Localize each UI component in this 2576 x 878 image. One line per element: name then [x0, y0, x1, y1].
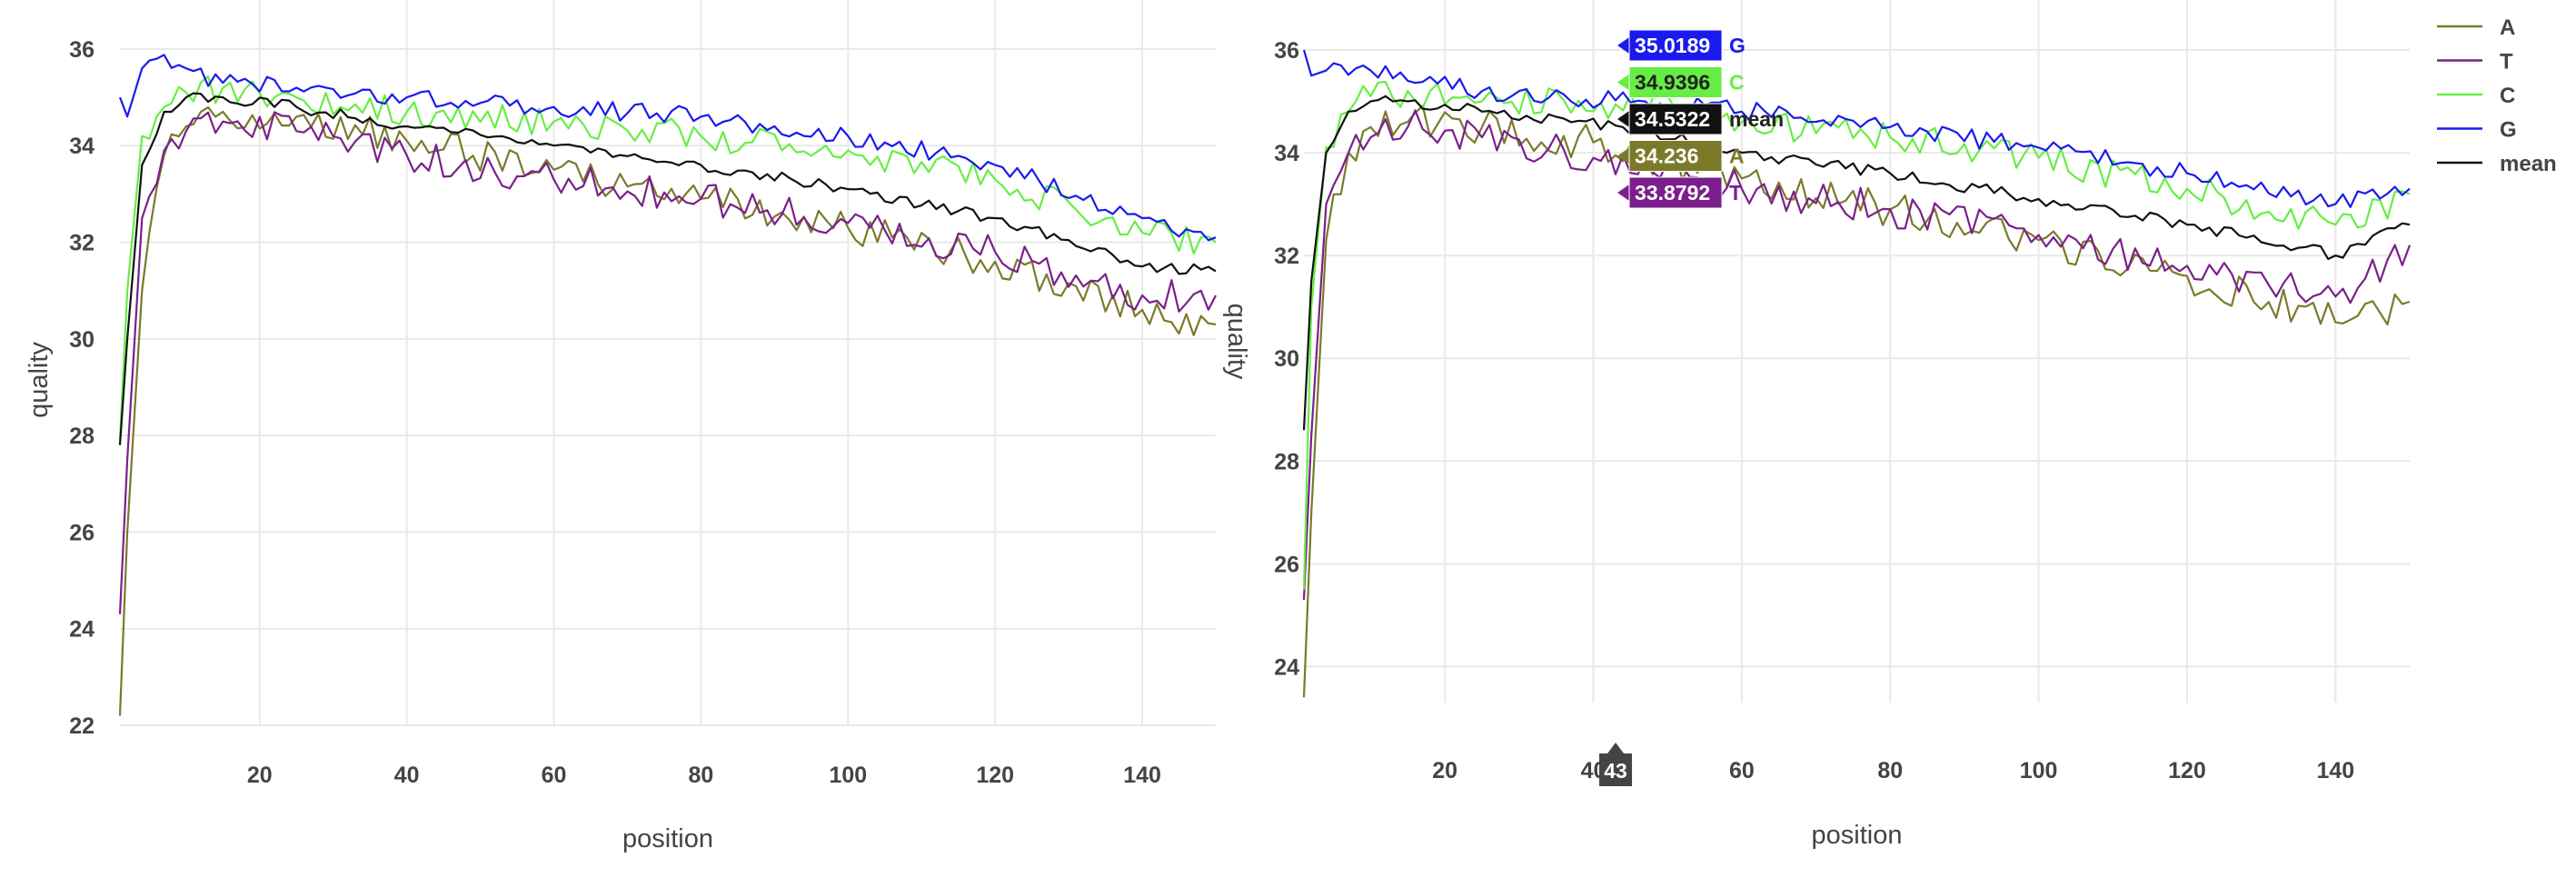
- hover-value-mean: 34.5322: [1635, 107, 1710, 131]
- hover-pointer: [1617, 74, 1630, 91]
- legend-label: C: [2500, 84, 2515, 108]
- legend-item-mean[interactable]: mean: [2437, 152, 2557, 176]
- y-tick-label: 34: [1274, 141, 1299, 166]
- y-tick-label: 36: [69, 37, 94, 63]
- series-line-mean[interactable]: [1302, 95, 2411, 431]
- hover-series-name-C: C: [1729, 71, 1745, 95]
- legend-label: A: [2500, 15, 2515, 40]
- x-tick-label: 120: [976, 763, 1014, 788]
- hover-pointer: [1617, 185, 1630, 201]
- x-tick-label: 20: [247, 763, 273, 788]
- legend-item-C[interactable]: C: [2437, 84, 2515, 108]
- y-tick-label: 24: [1274, 654, 1299, 680]
- y-tick-label: 30: [1274, 346, 1299, 372]
- left-chart-panel: 20 40 60 80 100 120 140 22 24 26 28 30 32 34 36 positio…: [25, 0, 1217, 853]
- x-tick-label: 140: [1123, 763, 1161, 788]
- hover-box-mean: [1628, 103, 1723, 135]
- hover-x-label: 43: [1604, 759, 1627, 783]
- legend-item-G[interactable]: G: [2437, 118, 2517, 143]
- x-tick-label: 100: [2020, 758, 2058, 783]
- series-line-T[interactable]: [1302, 109, 2412, 600]
- y-tick-label: 28: [1274, 449, 1299, 474]
- hover-series-name-mean: mean: [1729, 107, 1784, 131]
- hover-value-G: 35.0189: [1635, 34, 1710, 57]
- hover-box-T: [1628, 176, 1723, 209]
- series-line-A[interactable]: [1302, 105, 2411, 698]
- y-tick-label: 34: [69, 134, 94, 159]
- x-tick-label: 120: [2168, 758, 2206, 783]
- y-tick-label: 28: [69, 424, 94, 449]
- x-axis-title: position: [622, 824, 713, 853]
- legend-label: G: [2500, 118, 2517, 143]
- y-axis-title: quality: [25, 342, 54, 418]
- x-tick-label: 80: [689, 763, 714, 788]
- hover-box-G: [1628, 29, 1723, 62]
- hover-series-name-T: T: [1729, 181, 1742, 205]
- hover-x-pointer: [1607, 743, 1625, 753]
- y-tick-label: 26: [69, 520, 94, 545]
- x-tick-label: 60: [1729, 758, 1755, 783]
- x-tick-label: 140: [2316, 758, 2354, 783]
- series-line-C[interactable]: [118, 75, 1217, 441]
- x-tick-label: 80: [1877, 758, 1903, 783]
- y-tick-label: 22: [69, 713, 94, 739]
- y-tick-label: 32: [1274, 244, 1299, 269]
- x-tick-label: 100: [829, 763, 867, 788]
- series-line-G[interactable]: [118, 54, 1217, 242]
- y-tick-label: 24: [69, 617, 94, 643]
- y-tick-label: 26: [1274, 552, 1299, 577]
- y-tick-label: 32: [69, 231, 94, 256]
- series-line-C[interactable]: [1302, 80, 2411, 590]
- hover-pointer: [1617, 37, 1630, 54]
- y-tick-label: 30: [69, 327, 94, 353]
- hover-pointer: [1617, 147, 1630, 165]
- hover-value-A: 34.236: [1635, 145, 1698, 168]
- legend-label: mean: [2500, 152, 2557, 176]
- x-tick-label: 60: [542, 763, 567, 788]
- hover-box-A: [1628, 140, 1723, 172]
- hover-x-box: [1599, 753, 1633, 786]
- legend-label: T: [2500, 50, 2513, 75]
- hover-value-C: 34.9396: [1635, 71, 1710, 95]
- x-tick-label: 40: [394, 763, 420, 788]
- hover-box-C: [1628, 66, 1723, 98]
- hover-series-name-G: G: [1729, 34, 1746, 57]
- series-line-G[interactable]: [1302, 49, 2411, 208]
- hover-pointer: [1617, 111, 1630, 127]
- hover-value-T: 33.8792: [1635, 181, 1710, 205]
- series-line-T[interactable]: [118, 111, 1217, 614]
- y-tick-label: 36: [1274, 38, 1299, 64]
- legend-item-T[interactable]: T: [2437, 50, 2513, 75]
- x-tick-label: 20: [1432, 758, 1457, 783]
- series-line-mean[interactable]: [118, 92, 1217, 445]
- right-chart-panel: 20 40 60 80 100 120 14024262830323436positionq…: [1222, 0, 2412, 850]
- legend-item-A[interactable]: A: [2437, 15, 2515, 40]
- x-axis-title: position: [1812, 821, 1903, 850]
- series-line-A[interactable]: [118, 106, 1217, 716]
- y-axis-title: quality: [1222, 304, 1251, 380]
- hover-series-name-A: A: [1729, 145, 1745, 168]
